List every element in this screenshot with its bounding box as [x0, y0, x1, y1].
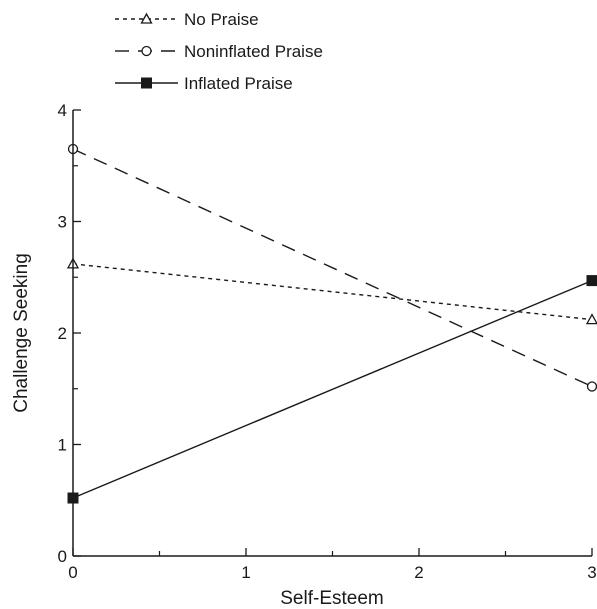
x-tick-label-3: 3 — [587, 563, 596, 582]
ticks: 0 1 2 3 4 0 1 2 3 — [58, 101, 597, 582]
series-line-2 — [72, 279, 593, 499]
legend-label-2: Inflated Praise — [184, 74, 293, 93]
series-line-1 — [72, 148, 593, 388]
series-1 — [67, 143, 597, 392]
x-axis-title: Self-Esteem — [280, 588, 383, 609]
legend-marker-0 — [140, 12, 153, 24]
x-tick-label-0: 0 — [68, 563, 77, 582]
series-line-0 — [72, 263, 593, 321]
legend: No Praise Noninflated Praise Inflated Prai… — [115, 10, 323, 93]
x-tick-label-1: 1 — [241, 563, 250, 582]
data-point-1-1 — [586, 381, 597, 392]
legend-marker-1 — [141, 45, 152, 57]
legend-item-1: Noninflated Praise — [115, 42, 323, 61]
y-tick-label-2: 2 — [58, 324, 67, 343]
legend-marker-2 — [141, 77, 152, 89]
series-layer — [66, 143, 597, 504]
y-axis-title: Challenge Seeking — [11, 253, 32, 413]
legend-item-2: Inflated Praise — [115, 74, 293, 93]
data-point-2-1 — [586, 275, 597, 287]
legend-label-0: No Praise — [184, 10, 259, 29]
series-0 — [66, 257, 597, 325]
legend-label-1: Noninflated Praise — [184, 42, 323, 61]
y-tick-label-4: 4 — [58, 101, 67, 120]
y-tick-label-1: 1 — [58, 436, 67, 455]
series-2 — [67, 275, 597, 504]
legend-item-0: No Praise — [115, 10, 259, 29]
data-point-0-1 — [585, 313, 597, 325]
axes — [72, 110, 592, 557]
x-tick-label-2: 2 — [414, 563, 423, 582]
y-tick-label-3: 3 — [58, 213, 67, 232]
y-tick-label-0: 0 — [58, 547, 67, 566]
